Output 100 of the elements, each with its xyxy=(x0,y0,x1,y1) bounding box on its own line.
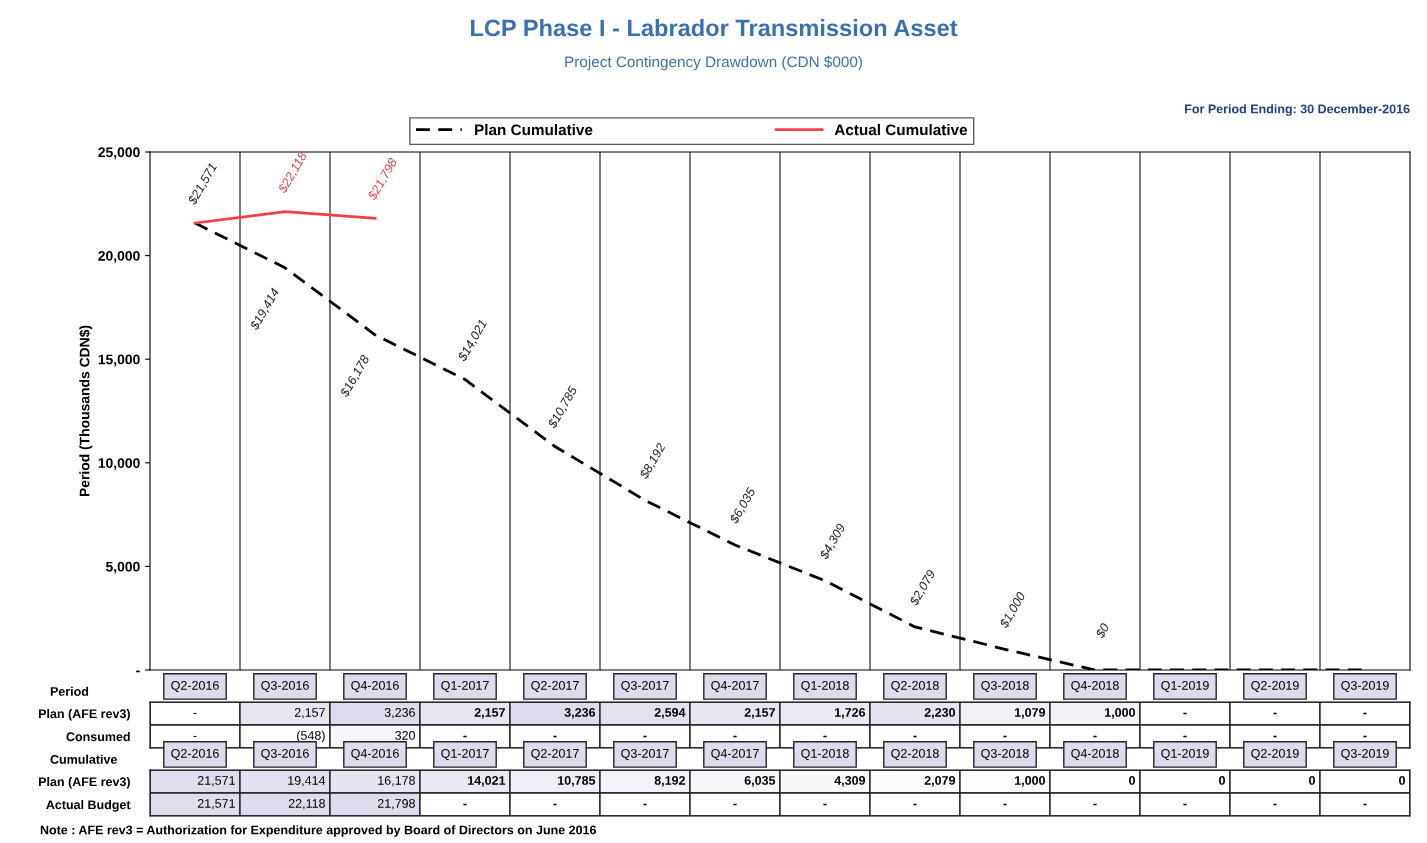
data-label: 1,000 xyxy=(1105,708,1135,719)
x-tick-label: Q3-2017 xyxy=(621,680,669,693)
text: - xyxy=(1363,712,1367,715)
y-axis-title: Period (Thousands CDN$) xyxy=(79,325,93,497)
legend-label: Plan Cumulative xyxy=(475,124,593,136)
y-tick-label: 5,000 xyxy=(105,561,140,574)
x-tick-label: Q4-2017 xyxy=(711,680,759,693)
text: - xyxy=(1363,735,1367,738)
x-tick-label: Q4-2016 xyxy=(351,680,399,693)
text: Note : AFE rev3 = Authorization for Expenditure approved by Board of Directors on June 2016 xyxy=(40,825,596,837)
data-label: 2,230 xyxy=(924,708,955,719)
x-tick-label: Q3-2019 xyxy=(1341,748,1389,761)
x-tick-label: Q3-2019 xyxy=(1341,680,1389,693)
y-tick-label: 15,000 xyxy=(98,354,140,367)
y-tick-label: Plan (AFE rev3) xyxy=(39,708,130,721)
text: - xyxy=(643,735,647,738)
data-label: 16,178 xyxy=(378,776,415,787)
data-label: 21,798 xyxy=(377,799,415,810)
data-label: 3,236 xyxy=(384,708,415,719)
x-tick-label: Q1-2018 xyxy=(801,748,849,761)
text: - xyxy=(463,803,467,806)
text: - xyxy=(1273,735,1277,738)
data-label: 2,594 xyxy=(654,708,686,719)
data-label: 1,000 xyxy=(1015,776,1045,787)
data-label: 3,236 xyxy=(564,708,596,719)
text: - xyxy=(1183,735,1187,738)
text: - xyxy=(643,803,647,806)
x-tick-label: Q4-2017 xyxy=(711,748,759,761)
data-label: 21,571 xyxy=(197,799,235,810)
legend-label: Actual Cumulative xyxy=(834,124,968,136)
chart-subtitle: Project Contingency Drawdown (CDN $000) xyxy=(565,55,863,71)
x-tick-label: Q2-2017 xyxy=(531,748,579,761)
data-label: 2,157 xyxy=(474,708,505,719)
x-tick-label: Q4-2018 xyxy=(1071,748,1119,761)
text: - xyxy=(1093,803,1097,806)
y-tick-label: 10,000 xyxy=(98,458,140,470)
chart-title: Period xyxy=(50,686,89,696)
data-label: 4,309 xyxy=(834,776,866,787)
text: - xyxy=(823,735,827,738)
x-tick-label: Q2-2016 xyxy=(171,748,219,761)
x-tick-label: Q4-2016 xyxy=(351,748,399,761)
x-tick-label: Q1-2017 xyxy=(441,680,489,693)
data-label: 320 xyxy=(395,731,416,740)
text: - xyxy=(823,803,827,806)
text: - xyxy=(193,712,197,714)
text: - xyxy=(553,735,557,738)
y-tick-label: - xyxy=(136,670,140,673)
data-label: 21,571 xyxy=(197,776,235,787)
data-label: 0 xyxy=(1399,776,1405,785)
data-label: 1,079 xyxy=(1015,708,1046,719)
text: - xyxy=(1273,803,1277,806)
x-tick-label: Q2-2018 xyxy=(891,748,939,761)
x-tick-label: Q2-2016 xyxy=(171,680,219,693)
data-label: 10,785 xyxy=(558,776,596,787)
chart-title: LCP Phase I - Labrador Transmission Asset xyxy=(471,19,958,37)
text: - xyxy=(913,803,917,806)
y-tick-label: 25,000 xyxy=(98,147,140,160)
x-tick-label: Q3-2018 xyxy=(981,748,1029,761)
data-label: (548) xyxy=(297,730,325,743)
x-tick-label: Q1-2019 xyxy=(1161,680,1209,693)
data-label: 2,157 xyxy=(744,708,775,719)
y-tick-label: Consumed xyxy=(66,731,130,742)
data-label: 2,079 xyxy=(924,776,956,787)
text: - xyxy=(1183,803,1187,806)
text: - xyxy=(1093,735,1097,738)
text: - xyxy=(1273,712,1277,715)
data-label: 19,414 xyxy=(288,776,326,787)
x-tick-label: Q1-2019 xyxy=(1161,748,1209,761)
data-label: 8,192 xyxy=(654,776,685,787)
text: - xyxy=(553,803,557,806)
x-tick-label: Q1-2017 xyxy=(441,748,489,761)
x-tick-label: Q2-2019 xyxy=(1251,680,1299,693)
x-tick-label: Q2-2018 xyxy=(891,680,939,693)
x-tick-label: Q1-2018 xyxy=(801,680,849,693)
text: - xyxy=(1003,803,1007,806)
text: - xyxy=(1003,735,1007,738)
chart-title: Cumulative xyxy=(50,754,117,764)
data-label: $0 xyxy=(1094,622,1111,640)
data-label: 0 xyxy=(1309,776,1315,785)
x-tick-label: Q3-2016 xyxy=(261,680,309,693)
x-tick-label: Q3-2017 xyxy=(621,748,669,761)
data-label: 0 xyxy=(1129,776,1135,785)
y-tick-label: 20,000 xyxy=(98,250,140,263)
data-label: 22,118 xyxy=(288,799,325,810)
x-tick-label: Q2-2019 xyxy=(1251,748,1299,761)
data-label: 0 xyxy=(1219,776,1225,785)
text: - xyxy=(463,735,467,738)
text: - xyxy=(1183,712,1187,715)
data-label: 2,157 xyxy=(294,708,325,719)
data-label: 14,021 xyxy=(468,776,506,787)
y-tick-label: Actual Budget xyxy=(46,799,131,812)
text: - xyxy=(733,803,737,806)
data-label: 6,035 xyxy=(744,776,776,787)
y-tick-label: Plan (AFE rev3) xyxy=(39,776,130,789)
text: - xyxy=(913,735,917,738)
x-tick-label: Q3-2016 xyxy=(261,748,309,761)
x-tick-label: Q4-2018 xyxy=(1071,680,1119,693)
text: - xyxy=(193,735,197,737)
text: - xyxy=(1363,803,1367,806)
x-tick-label: Q3-2018 xyxy=(981,680,1029,693)
